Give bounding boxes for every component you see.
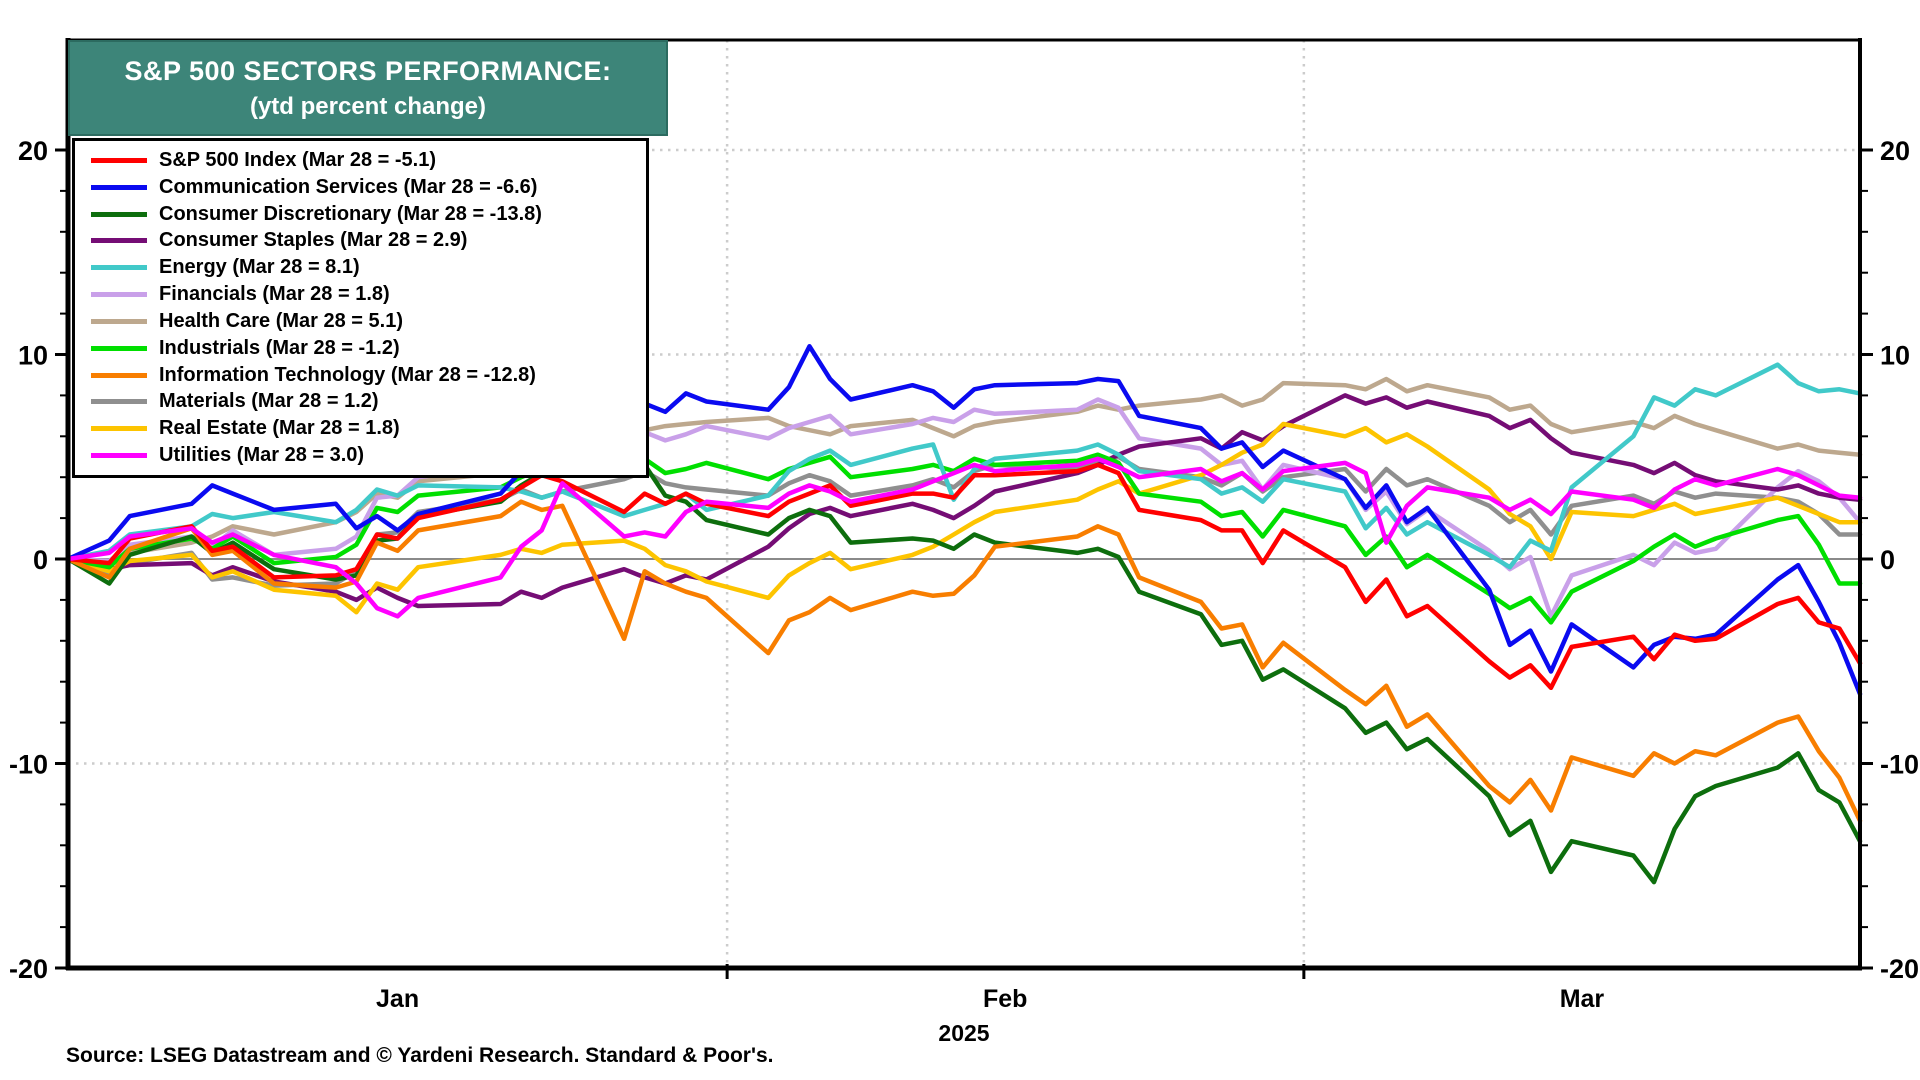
legend-item-real-estate: Real Estate (Mar 28 = 1.8) [75,416,646,442]
legend-label-health-care: Health Care (Mar 28 = 5.1) [159,309,403,332]
legend-label-information-technology: Information Technology (Mar 28 = -12.8) [159,363,536,386]
series-line-utilities [65,456,1863,619]
chart-title-line2: (ytd percent change) [249,92,487,120]
legend-label-s-p-500-index: S&P 500 Index (Mar 28 = -5.1) [159,148,436,171]
legend-item-communication-services: Communication Services (Mar 28 = -6.6) [75,174,646,200]
y-axis-label-left--10: -10 [9,750,48,780]
legend-label-financials: Financials (Mar 28 = 1.8) [159,283,390,306]
y-axis-label-right-0: 0 [1880,545,1895,575]
y-axis-label-right-20: 20 [1880,136,1910,166]
series-line-energy [65,362,1863,570]
legend-item-materials: Materials (Mar 28 = 1.2) [75,389,646,415]
legend-swatch-s-p-500-index [91,157,147,163]
y-axis-label-left--20: -20 [9,954,48,984]
legend-swatch-information-technology [91,372,147,378]
legend-item-consumer-discretionary: Consumer Discretionary (Mar 28 = -13.8) [75,201,646,227]
legend-label-industrials: Industrials (Mar 28 = -1.2) [159,336,400,359]
y-axis-label-right--10: -10 [1880,750,1919,780]
legend-swatch-health-care [91,318,147,324]
series-line-real-estate [65,421,1863,615]
series-line-information-technology [65,499,1863,824]
legend-item-energy: Energy (Mar 28 = 8.1) [75,255,646,281]
legend-swatch-materials [91,399,147,405]
x-axis-label-feb: Feb [983,985,1027,1013]
legend-label-consumer-staples: Consumer Staples (Mar 28 = 2.9) [159,229,468,252]
legend-swatch-real-estate [91,426,147,432]
legend-item-health-care: Health Care (Mar 28 = 5.1) [75,308,646,334]
legend-label-materials: Materials (Mar 28 = 1.2) [159,390,379,413]
legend-swatch-energy [91,265,147,271]
legend-label-energy: Energy (Mar 28 = 8.1) [159,256,360,279]
legend-item-industrials: Industrials (Mar 28 = -1.2) [75,335,646,361]
legend-swatch-industrials [91,345,147,351]
legend-label-real-estate: Real Estate (Mar 28 = 1.8) [159,417,400,440]
legend-item-information-technology: Information Technology (Mar 28 = -12.8) [75,362,646,388]
legend-item-consumer-staples: Consumer Staples (Mar 28 = 2.9) [75,228,646,254]
series-line-communication-services [65,344,1863,697]
y-axis-label-right-10: 10 [1880,341,1910,371]
chart-title-box: S&P 500 SECTORS PERFORMANCE: (ytd percen… [68,40,668,136]
x-axis-year-label: 2025 [938,1020,989,1046]
y-axis-label-left-20: 20 [18,136,48,166]
legend-label-utilities: Utilities (Mar 28 = 3.0) [159,444,365,467]
legend-swatch-utilities [91,453,147,459]
series-line-s-p-500-index [65,462,1863,691]
chart-title-line1: S&P 500 SECTORS PERFORMANCE: [124,55,612,86]
legend-swatch-communication-services [91,184,147,190]
legend-swatch-consumer-staples [91,238,147,244]
legend-label-communication-services: Communication Services (Mar 28 = -6.6) [159,175,538,198]
y-axis-label-left-10: 10 [18,341,48,371]
legend-swatch-financials [91,292,147,298]
legend-label-consumer-discretionary: Consumer Discretionary (Mar 28 = -13.8) [159,202,542,225]
legend-item-utilities: Utilities (Mar 28 = 3.0) [75,443,646,469]
legend: S&P 500 Index (Mar 28 = -5.1) Communicati… [72,138,649,478]
y-axis-label-right--20: -20 [1880,954,1919,984]
legend-swatch-consumer-discretionary [91,211,147,217]
x-axis-label-mar: Mar [1560,985,1605,1013]
x-axis-label-jan: Jan [376,985,419,1013]
source-note: Source: LSEG Datastream and © Yardeni Re… [66,1044,774,1067]
y-axis-label-left-0: 0 [33,545,48,575]
series-line-consumer-staples [65,393,1863,609]
legend-item-s-p-500-index: S&P 500 Index (Mar 28 = -5.1) [75,147,646,173]
legend-item-financials: Financials (Mar 28 = 1.8) [75,282,646,308]
